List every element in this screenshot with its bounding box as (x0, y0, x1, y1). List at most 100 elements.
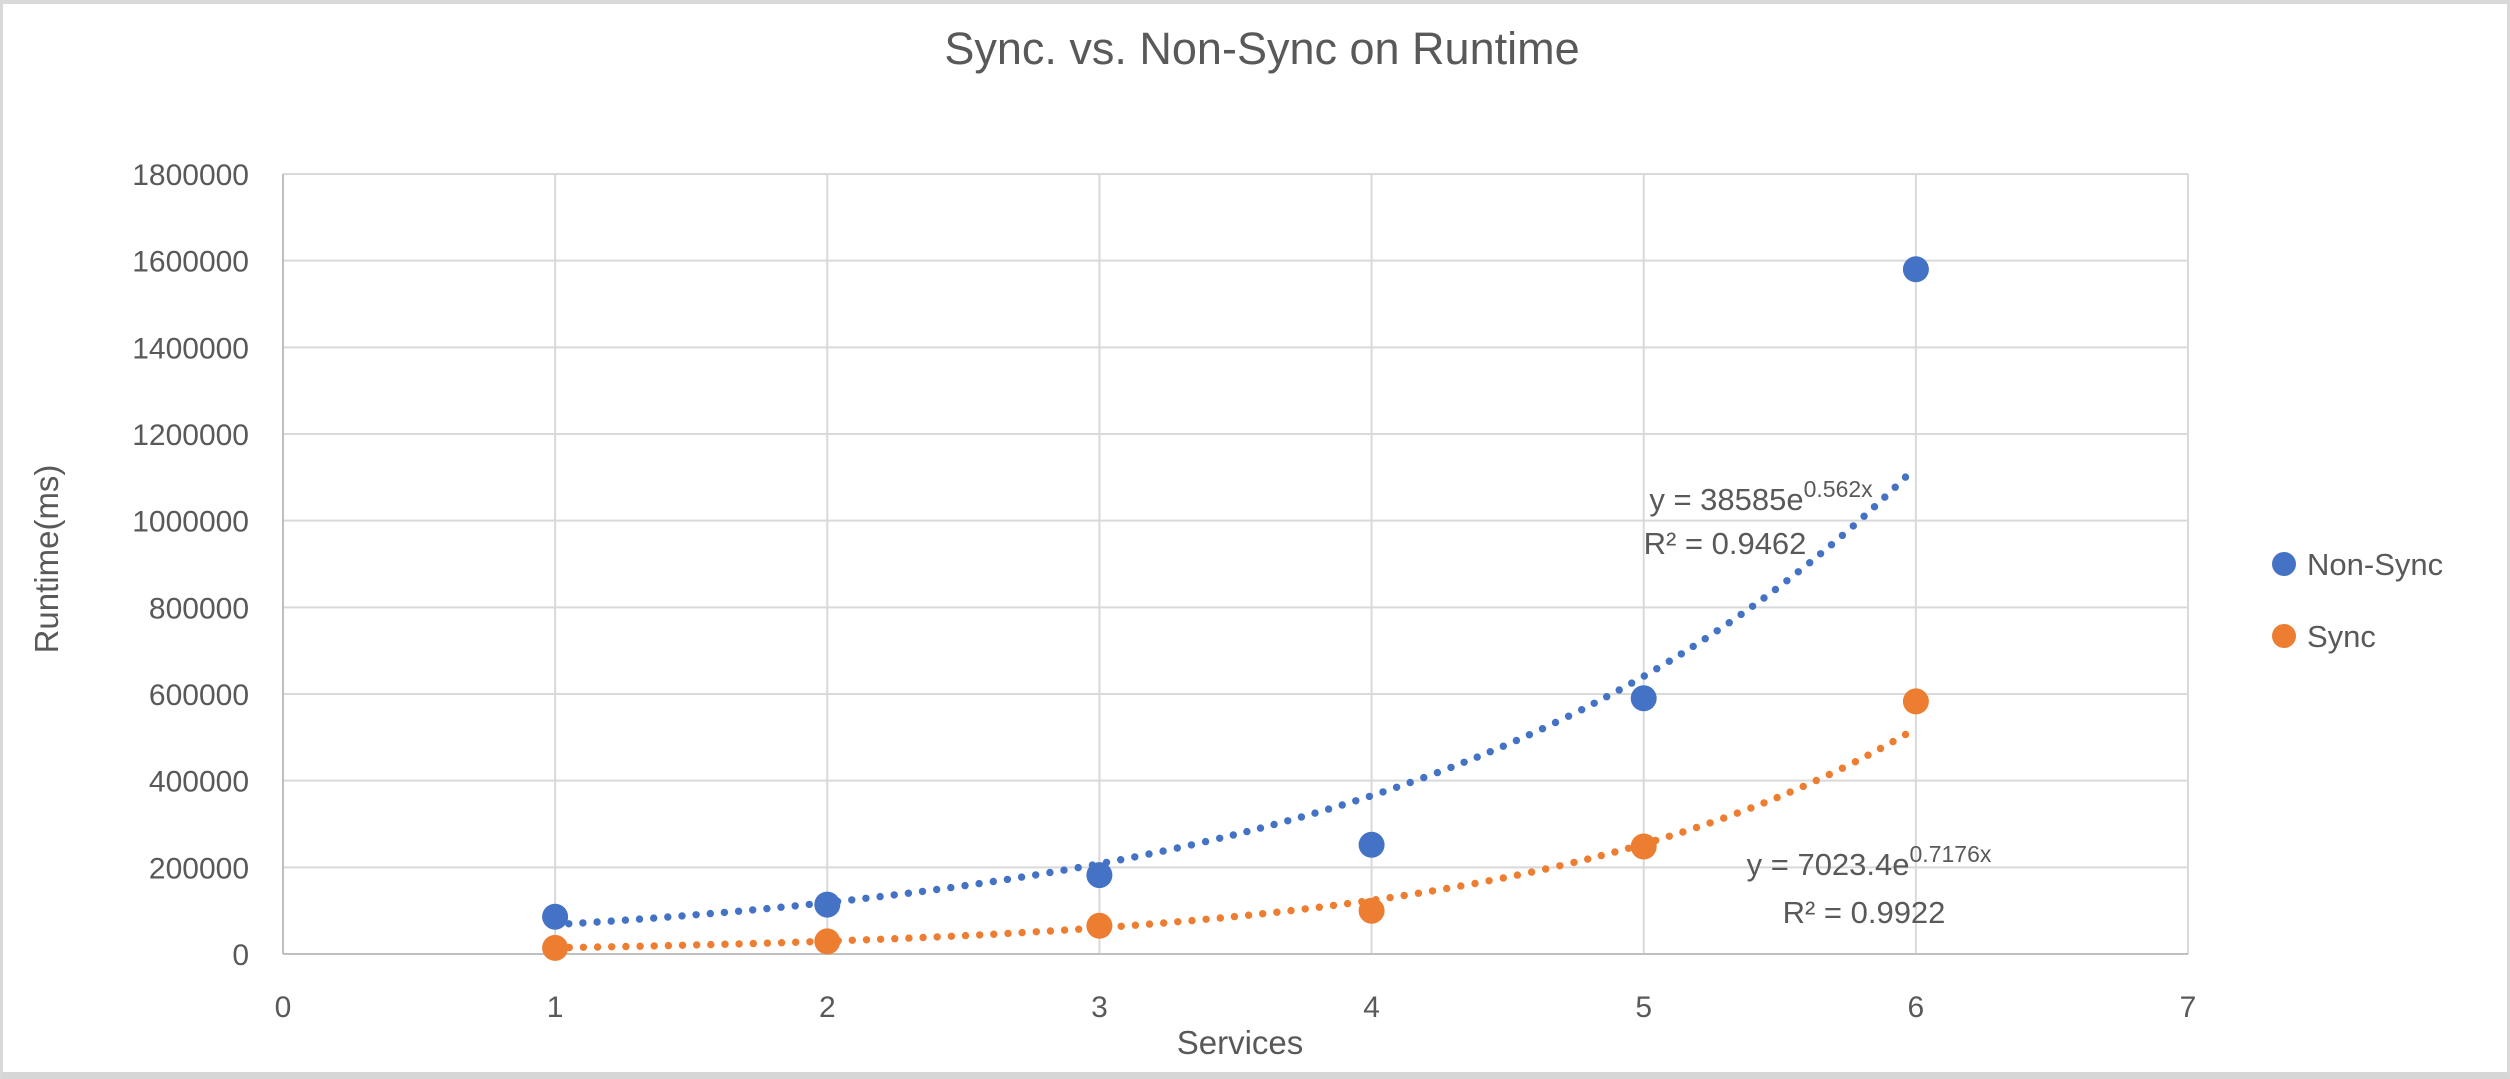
trendline-dot (1733, 809, 1742, 817)
trendline-dot (1243, 827, 1251, 836)
trendline-dot (890, 891, 898, 899)
trendline-dot (1838, 764, 1847, 772)
y-tick-label-800000: 800000 (149, 592, 249, 625)
trendline-dot (989, 877, 997, 886)
data-point-sync-x4[interactable] (1358, 897, 1385, 924)
trendline-dot (1386, 893, 1394, 902)
trendline-dot (1160, 919, 1168, 927)
sync-trendline-equation: y = 7023.4e0.7176x (1747, 841, 1992, 882)
chart-title: Sync. vs. Non-Sync on Runtime (944, 23, 1579, 74)
data-point-non-sync-x6[interactable] (1902, 256, 1929, 283)
trendline-dot (1786, 788, 1794, 796)
trendline-dot (1259, 910, 1267, 918)
trendline-dot (1406, 778, 1414, 787)
trendline-dot (1117, 922, 1125, 930)
trendline-dot (706, 909, 714, 918)
trendline-dot (1392, 783, 1401, 791)
x-tick-label-6: 6 (1908, 991, 1925, 1024)
trendline-dot (1747, 804, 1755, 812)
trendline-dot (1201, 837, 1210, 846)
data-point-sync-x1[interactable] (542, 934, 569, 961)
trendline-dot (805, 900, 813, 909)
data-point-non-sync-x4[interactable] (1358, 831, 1385, 858)
trendline-dot (1352, 797, 1360, 805)
data-point-non-sync-x2[interactable] (814, 891, 841, 918)
trendline-dot (763, 904, 771, 913)
trendline-dot (1297, 813, 1306, 821)
trendline-dot (1851, 758, 1860, 766)
trendline-dot (664, 941, 673, 950)
trendline-dot (947, 883, 955, 892)
data-point-sync-x3[interactable] (1086, 912, 1113, 939)
data-point-sync-x2[interactable] (814, 928, 841, 955)
data-point-non-sync-x1[interactable] (542, 903, 569, 930)
data-point-non-sync-x5[interactable] (1630, 685, 1657, 712)
trendline-dot (635, 915, 644, 923)
trendline-dot (1570, 858, 1578, 867)
trendline-dot (607, 917, 615, 925)
trendline-dot (1017, 873, 1026, 881)
trendline-dot (1799, 782, 1807, 791)
trendline-dot (1499, 874, 1508, 882)
y-axis-title: Runtime(ms) (28, 465, 65, 654)
trendline-dot (1551, 718, 1560, 727)
trendline-dot (1216, 834, 1224, 842)
trendline-dot (720, 908, 729, 917)
trendline-dot (1315, 903, 1324, 911)
trendline-dot (749, 906, 757, 914)
data-point-sync-x5[interactable] (1630, 833, 1657, 860)
data-point-non-sync-x3[interactable] (1086, 862, 1113, 889)
trendline-dot (792, 938, 800, 946)
y-tick-label-1400000: 1400000 (132, 332, 249, 365)
trendline-dot (579, 943, 588, 951)
trendline-dot (1611, 848, 1619, 856)
trendline-dot (1720, 814, 1728, 822)
trendline-dot (1060, 926, 1069, 934)
trendline-dot (1860, 512, 1868, 520)
trendline-dot (1849, 522, 1858, 530)
trendline-dot (1301, 905, 1309, 913)
x-tick-label-7: 7 (2180, 991, 2197, 1024)
trendline-dot (1230, 912, 1239, 921)
tick-labels-layer: 0 200000 400000 600000 800000 1000000 1200000 1… (132, 159, 2196, 1024)
trendline-dot (1329, 901, 1338, 910)
trendline-dot (777, 939, 786, 947)
data-point-sync-x6[interactable] (1902, 688, 1929, 715)
trendline-dot (707, 940, 715, 949)
trendline-dot (1737, 610, 1745, 619)
x-tick-label-5: 5 (1635, 991, 1652, 1024)
legend-item-non-sync[interactable]: Non-Sync (2272, 547, 2443, 582)
trendline-dot (1584, 855, 1592, 863)
trendline-dot (1725, 619, 1733, 627)
chart-canvas[interactable]: 0 200000 400000 600000 800000 1000000 1200000 1… (3, 4, 2507, 1072)
trendline-dot (1229, 831, 1238, 839)
nonsync-trendline-r2: R² = 0.9462 (1644, 526, 1807, 561)
trendline-dot (1287, 906, 1295, 915)
trendline-dot (734, 907, 743, 915)
legend-item-sync[interactable]: Sync (2272, 619, 2376, 654)
trendline-dot (876, 935, 885, 943)
trendline-dot (1665, 832, 1674, 840)
trendline-dot (933, 885, 941, 894)
trendline-dot (1004, 929, 1012, 938)
trendline-dot (1713, 627, 1721, 635)
trendline-dot (1173, 844, 1182, 852)
trendline-dot (1471, 879, 1479, 888)
trendline-dot (933, 933, 941, 941)
trendline-dot (1117, 856, 1125, 864)
trendline-dot (1284, 817, 1292, 825)
gridlines-layer (282, 173, 2189, 955)
y-tick-label-1000000: 1000000 (132, 506, 249, 539)
trendline-dot (1615, 686, 1623, 694)
trendline-dot (1046, 927, 1055, 935)
trendline-dot (1564, 712, 1573, 720)
legend-label-non-sync: Non-Sync (2307, 547, 2443, 582)
trendline-dot (593, 943, 602, 951)
trendline-dot (1901, 473, 1910, 481)
trendline-dot (1794, 568, 1803, 576)
trendline-dot (1628, 679, 1636, 687)
trendline-dot (876, 892, 884, 901)
y-tick-label-1600000: 1600000 (132, 246, 249, 279)
trendline-dot (1513, 871, 1522, 879)
trendline-dot (891, 935, 899, 943)
